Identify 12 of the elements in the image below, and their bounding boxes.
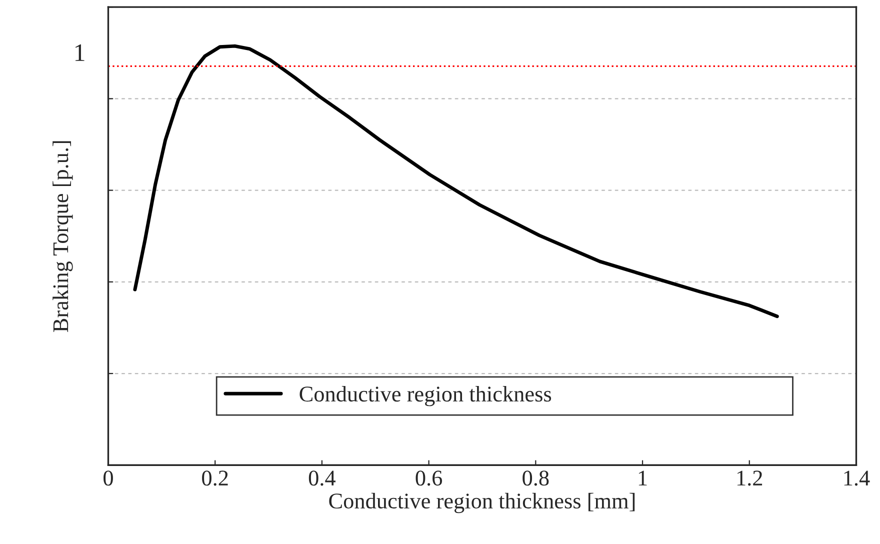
x-tick-label: 0.6 [416,470,442,486]
legend-label: Conductive region thickness [300,386,552,406]
x-tick-label: 0.8 [522,470,549,486]
x-tick-label: 0 [104,470,113,486]
y-axis-title: Braking Torque [p.u.] [52,141,73,332]
x-axis-title: Conductive region thickness [mm] [329,492,635,514]
x-tick-label: 0.4 [308,470,336,486]
x-tick-label: 0.2 [202,470,228,486]
x-tick-label: 1.2 [737,470,762,486]
x-tick-label: 1.4 [844,470,870,486]
x-tick-label: 1 [638,470,647,486]
ref-line-label: 1 [76,44,84,61]
